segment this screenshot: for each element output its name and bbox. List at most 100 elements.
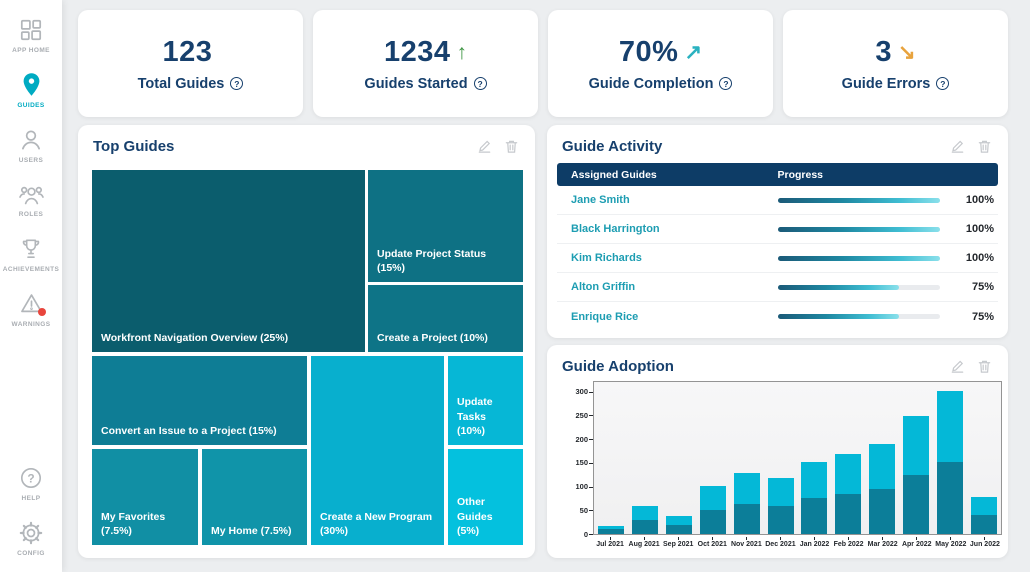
- guide-adoption-panel: Guide Adoption 0 50 100 150 200 250 300 Jul 20…: [547, 345, 1008, 558]
- sidebar-item-label: HELP: [21, 495, 41, 503]
- help-tooltip-icon[interactable]: ?: [473, 77, 487, 90]
- assigned-guide-name[interactable]: Alton Griffin: [571, 281, 636, 293]
- sidebar-item-achievements[interactable]: ACHIEVEMENTS: [0, 235, 62, 274]
- bar-segment-bottom: [971, 515, 998, 534]
- progress-value: 100%: [965, 194, 994, 206]
- assigned-guide-name[interactable]: Black Harrington: [571, 223, 660, 235]
- sidebar-item-warnings[interactable]: WARNINGS: [0, 290, 62, 329]
- y-tick-label: 300: [575, 387, 588, 396]
- stat-value: 1234: [383, 35, 451, 68]
- treemap-cell[interactable]: Create a New Program (30%): [311, 356, 444, 545]
- bar-group: [899, 382, 933, 534]
- bar-segment-top: [733, 473, 760, 504]
- bar-segment-bottom: [665, 524, 692, 534]
- help-icon: ?: [17, 464, 45, 492]
- table-row: Enrique Rice 75%: [557, 302, 998, 331]
- progress-track: [777, 226, 940, 232]
- bar-group: [594, 382, 628, 534]
- sidebar-item-roles[interactable]: ROLES: [0, 180, 62, 219]
- treemap-cell[interactable]: Other Guides (5%): [448, 449, 523, 545]
- progress-track: [777, 284, 940, 290]
- bar-segment-top: [767, 477, 794, 506]
- trash-icon[interactable]: [504, 139, 519, 154]
- stat-card-row: 123 Total Guides ? 1234 ↑ Guides Started…: [78, 10, 1008, 117]
- bar-segment-top: [835, 453, 862, 495]
- progress-fill: [777, 197, 940, 203]
- assigned-guide-name[interactable]: Enrique Rice: [571, 310, 639, 323]
- bar-segment-bottom: [733, 503, 760, 534]
- progress-fill: [777, 314, 900, 319]
- guide-activity-panel: Guide Activity Assigned Guides Progress …: [547, 125, 1008, 338]
- stacked-bar: [597, 525, 624, 534]
- assigned-guide-name[interactable]: Kim Richards: [571, 252, 642, 264]
- x-tick-label: Dec 2021: [763, 537, 797, 548]
- treemap-cell[interactable]: Convert an Issue to a Project (15%): [92, 356, 307, 445]
- progress-bar: [777, 314, 951, 319]
- x-tick-label: Nov 2021: [729, 537, 763, 548]
- bar-group: [764, 382, 798, 534]
- help-tooltip-icon[interactable]: ?: [719, 77, 733, 90]
- sidebar-item-label: ACHIEVEMENTS: [2, 266, 60, 274]
- progress-fill: [777, 255, 940, 261]
- trend-down-right-arrow-icon: ↘: [898, 40, 916, 64]
- bar-segment-bottom: [903, 475, 930, 534]
- stat-value: 3: [875, 35, 893, 68]
- sidebar-item-guides[interactable]: GUIDES: [0, 71, 62, 110]
- treemap-cell[interactable]: Update Tasks (10%): [448, 356, 523, 445]
- trophy-icon: [17, 235, 45, 263]
- chart-plot-area: [593, 381, 1002, 535]
- sidebar-item-users[interactable]: USERS: [0, 126, 62, 165]
- sidebar-item-label: APP HOME: [12, 47, 50, 54]
- treemap-cell[interactable]: My Home (7.5%): [202, 449, 307, 545]
- y-tick-label: 100: [575, 482, 588, 491]
- stacked-bar: [835, 453, 862, 534]
- treemap-cell-label: Other Guides (5%): [457, 496, 493, 537]
- stat-value: 123: [162, 35, 213, 68]
- gear-icon: [17, 519, 45, 547]
- assigned-guide-name[interactable]: Jane Smith: [571, 194, 630, 206]
- treemap-cell[interactable]: My Favorites (7.5%): [92, 449, 198, 545]
- help-tooltip-icon[interactable]: ?: [936, 77, 950, 90]
- bar-group: [628, 382, 662, 534]
- progress-bar: [777, 284, 951, 290]
- edit-icon[interactable]: [950, 359, 965, 374]
- treemap-cell-label: My Home (7.5%): [211, 524, 292, 537]
- progress-value: 75%: [971, 310, 994, 323]
- progress-track: [777, 197, 940, 203]
- bar-segment-top: [801, 461, 828, 499]
- trend-up-right-arrow-icon: ↗: [684, 40, 703, 64]
- map-pin-icon: [17, 71, 45, 99]
- progress-value: 100%: [965, 252, 994, 264]
- sidebar-item-label: ROLES: [18, 211, 44, 219]
- treemap-cell[interactable]: Workfront Navigation Overview (25%): [92, 170, 365, 352]
- progress-track: [777, 255, 940, 261]
- bar-segment-bottom: [801, 498, 828, 534]
- stat-label: Guide Completion: [588, 75, 714, 92]
- adoption-chart: 0 50 100 150 200 250 300 Jul 2021 Aug 2021 Sep 2…: [575, 381, 1002, 548]
- help-tooltip-icon[interactable]: ?: [230, 77, 244, 90]
- treemap-cell[interactable]: Update Project Status (15%): [368, 170, 523, 282]
- sidebar-item-app-home[interactable]: APP HOME: [0, 16, 62, 55]
- group-icon: [17, 180, 45, 208]
- stat-card-guide-errors: 3 ↘ Guide Errors ?: [783, 10, 1008, 117]
- treemap-cell-label: My Favorites (7.5%): [101, 510, 166, 537]
- stat-card-guide-completion: 70% ↗ Guide Completion ?: [548, 10, 773, 117]
- trash-icon[interactable]: [977, 359, 992, 374]
- sidebar-item-help[interactable]: ? HELP: [0, 464, 62, 503]
- sidebar-item-config[interactable]: CONFIG: [0, 519, 62, 558]
- trash-icon[interactable]: [977, 139, 992, 154]
- bar-segment-bottom: [937, 462, 964, 534]
- stacked-bar: [767, 477, 794, 534]
- bar-group: [730, 382, 764, 534]
- bar-group: [865, 382, 899, 534]
- bar-group: [933, 382, 967, 534]
- x-tick-label: Jun 2022: [968, 537, 1002, 548]
- edit-icon[interactable]: [477, 139, 492, 154]
- bar-group: [831, 382, 865, 534]
- treemap-cell[interactable]: Create a Project (10%): [368, 285, 523, 352]
- treemap-cell-label: Convert an Issue to a Project (15%): [101, 424, 277, 437]
- bar-group: [798, 382, 832, 534]
- stat-label: Guide Errors: [841, 75, 931, 92]
- y-tick-label: 0: [583, 529, 588, 539]
- edit-icon[interactable]: [950, 139, 965, 154]
